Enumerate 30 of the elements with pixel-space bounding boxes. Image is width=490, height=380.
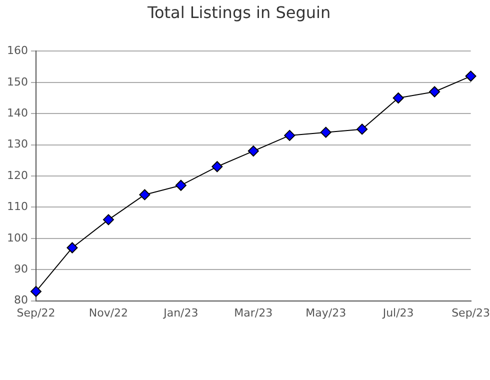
point (284, 130, 296, 141)
x-tick-label: Jan/23 (162, 306, 198, 320)
y-tick-label: 160 (6, 44, 28, 58)
point (212, 161, 223, 172)
chart-title: Total Listings in Seguin (146, 2, 331, 22)
y-tick-label: 130 (6, 138, 28, 151)
point (392, 92, 404, 104)
y-tick-label: 110 (6, 200, 28, 214)
y-tick-label: 100 (6, 231, 28, 244)
point (139, 189, 150, 200)
x-tick-label: Mar/23 (234, 306, 273, 320)
y-tick-label: 120 (6, 168, 28, 182)
point (429, 86, 440, 98)
point (30, 286, 42, 297)
point (66, 242, 78, 254)
y-tick-label: 140 (6, 106, 28, 120)
point (320, 126, 332, 138)
x-tick-label: Nov/22 (88, 306, 128, 320)
x-tick-label: Jul/23 (382, 306, 414, 320)
point (248, 146, 259, 157)
y-tick-label: 150 (6, 75, 28, 88)
point (102, 214, 114, 226)
x-tick-label: May/23 (306, 306, 346, 320)
y-tick-label: 90 (14, 262, 28, 276)
point (356, 124, 368, 135)
point (175, 180, 186, 191)
point (465, 70, 476, 82)
x-tick-label: Sep/22 (16, 306, 56, 320)
y-tick-label: 80 (14, 294, 28, 307)
x-tick-label: Sep/23 (452, 306, 490, 320)
